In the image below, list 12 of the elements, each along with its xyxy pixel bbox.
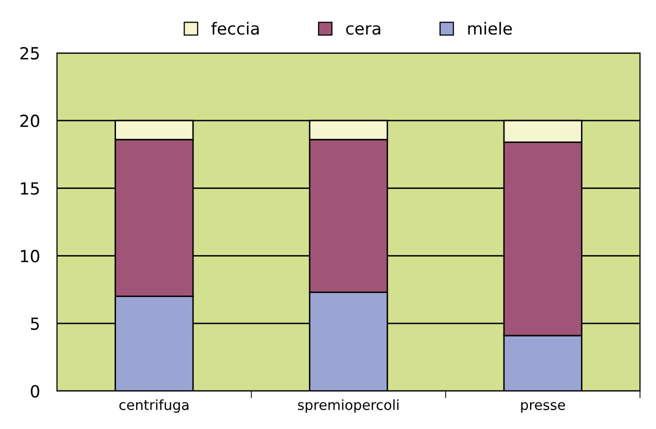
legend-label: miele: [468, 22, 512, 35]
y-tick-label: 10: [20, 250, 40, 262]
x-tick-label: spremiopercoli: [298, 399, 398, 413]
y-tick-label: 20: [20, 114, 40, 128]
y-tick-label: 0: [30, 384, 40, 398]
y-tick-label: 5: [31, 318, 39, 330]
legend-label: feccia: [211, 22, 259, 35]
x-tick-label: centrifuga: [119, 399, 188, 413]
x-tick-label: presse: [521, 402, 565, 413]
legend-label: cera: [346, 25, 380, 35]
y-tick-label: 25: [20, 46, 39, 60]
y-tick-label: 15: [20, 182, 39, 195]
